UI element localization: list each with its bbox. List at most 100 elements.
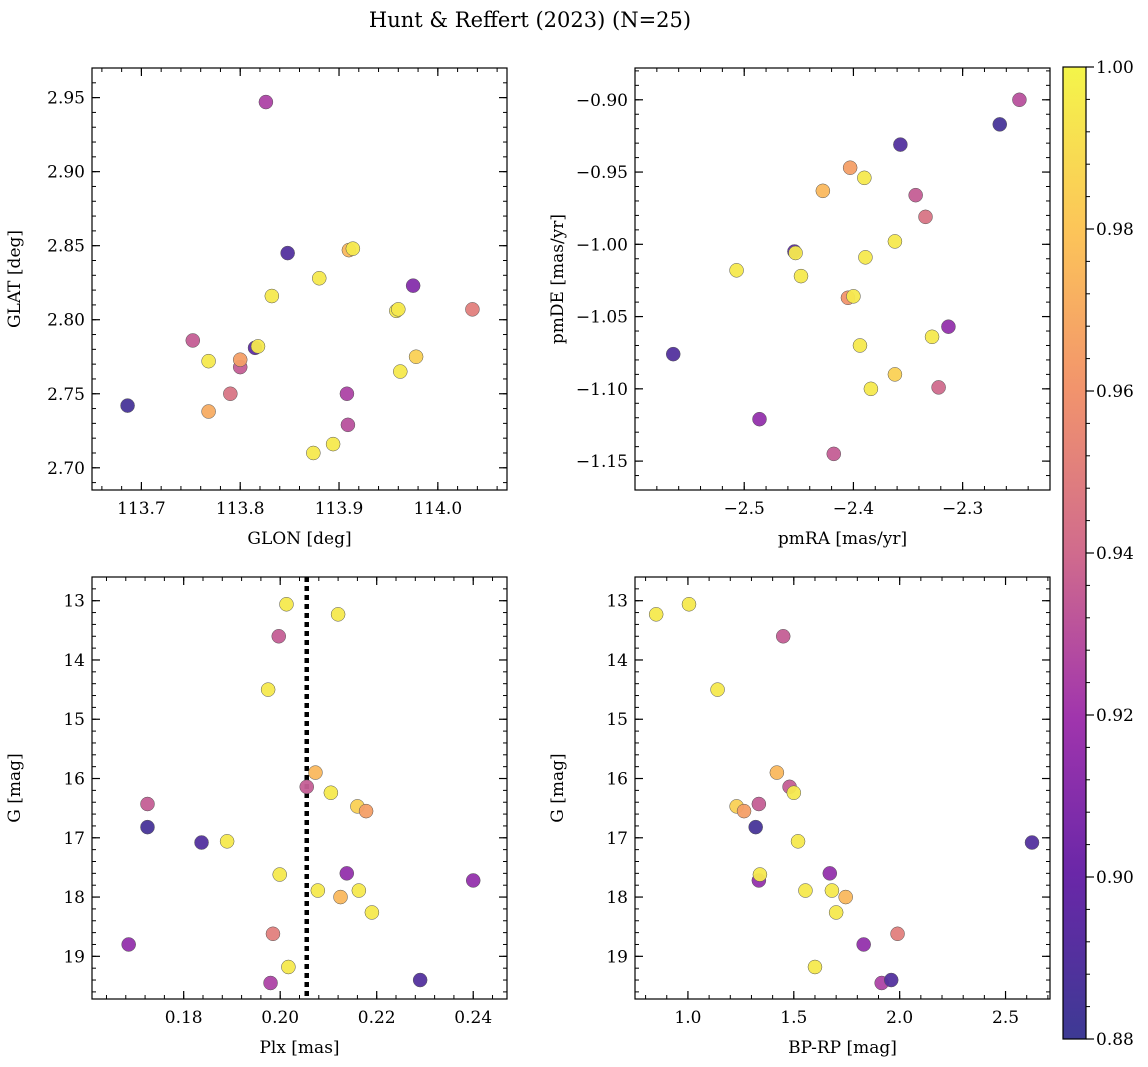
scatter-point xyxy=(120,398,135,413)
x-tick-label: −2.5 xyxy=(724,499,765,519)
scatter-point xyxy=(883,972,899,988)
scatter-point xyxy=(826,446,842,462)
colorbar-tick-label: 0.90 xyxy=(1096,868,1134,888)
y-tick-label: 2.80 xyxy=(47,311,85,331)
scatter-point xyxy=(312,271,327,286)
scatter-point xyxy=(786,785,802,800)
y-tick-label: −0.95 xyxy=(576,163,628,183)
scatter-point xyxy=(258,94,274,110)
scatter-point xyxy=(822,866,838,881)
plot-frame xyxy=(91,67,508,491)
scatter-point xyxy=(260,682,276,697)
scatter-point xyxy=(807,959,823,975)
scatter-point xyxy=(887,234,903,249)
y-axis-label: GLAT [deg] xyxy=(5,230,25,328)
colorbar-tick-label: 0.92 xyxy=(1096,706,1134,726)
y-tick-label: 15 xyxy=(63,710,85,730)
x-tick-label: 2.5 xyxy=(992,1008,1019,1028)
colorbar-tick-label: 0.96 xyxy=(1096,382,1134,402)
scatter-point xyxy=(272,867,287,882)
plot-area xyxy=(635,68,1050,490)
scatter-point xyxy=(465,302,480,317)
x-tick-label: 113.7 xyxy=(117,499,166,519)
y-axis-label: G [mag] xyxy=(5,753,25,822)
scatter-point xyxy=(323,785,339,800)
scatter-point xyxy=(364,905,380,920)
y-tick-label: 14 xyxy=(606,651,628,671)
scatter-point xyxy=(308,765,323,780)
y-tick-label: 2.70 xyxy=(47,459,85,479)
scatter-point xyxy=(201,353,216,369)
y-axis-label: G [mag] xyxy=(548,753,568,822)
y-axis-label: pmDE [mas/yr] xyxy=(548,214,568,344)
y-tick-label: 18 xyxy=(63,888,85,908)
scatter-point xyxy=(232,352,248,367)
scatter-point xyxy=(815,183,831,199)
colorbar-tick-label: 0.94 xyxy=(1096,544,1134,564)
scatter-point xyxy=(345,241,361,256)
scatter-point xyxy=(299,779,314,795)
scatter-point xyxy=(828,905,844,920)
scatter-panel-2: −2.5 −2.4 −2.3 −1.15 −1.10 −1.05 −1.00 −0.95 −0.… xyxy=(548,67,1051,549)
scatter-point xyxy=(788,245,803,261)
x-tick-label: −2.3 xyxy=(942,499,983,519)
scatter-point xyxy=(769,765,785,780)
scatter-point xyxy=(264,288,280,304)
plot-frame xyxy=(634,576,1051,1000)
y-tick-label: 19 xyxy=(606,947,628,967)
y-tick-label: 16 xyxy=(606,770,628,790)
scatter-point xyxy=(223,386,238,402)
x-tick-label: 2.0 xyxy=(886,1008,913,1028)
x-axis-label: BP-RP [mag] xyxy=(788,1038,897,1058)
scatter-point xyxy=(941,319,956,334)
scatter-point xyxy=(858,250,873,265)
scatter-point xyxy=(665,346,681,362)
scatter-point xyxy=(281,959,296,975)
scatter-point xyxy=(325,436,341,452)
x-tick-label: 1.0 xyxy=(674,1008,701,1028)
scatter-point xyxy=(140,796,155,812)
figure-title: Hunt & Reffert (2023) (N=25) xyxy=(369,8,691,32)
y-tick-label: 2.75 xyxy=(47,385,85,405)
y-tick-label: −0.90 xyxy=(576,91,628,111)
y-tick-label: 17 xyxy=(606,829,628,849)
y-tick-label: −1.05 xyxy=(576,308,628,328)
scatter-point xyxy=(856,937,871,952)
scatter-panel-4: 1.0 1.5 2.0 2.5 13 14 15 16 17 18 19 BP-RP [mag] G [… xyxy=(548,576,1051,1058)
scatter-point xyxy=(310,883,326,898)
colorbar-tick-label: 0.98 xyxy=(1096,220,1134,240)
scatter-point xyxy=(412,972,428,988)
scatter-point xyxy=(408,349,424,364)
colorbar-tick-label: 0.88 xyxy=(1096,1030,1134,1050)
scatter-point xyxy=(339,866,355,881)
scatter-point xyxy=(280,245,295,261)
y-tick-label: −1.10 xyxy=(576,380,628,400)
colorbar-gradient xyxy=(1062,66,1087,1040)
scatter-point xyxy=(890,926,905,942)
x-tick-label: 0.20 xyxy=(261,1008,299,1028)
scatter-point xyxy=(908,187,923,203)
plot-area xyxy=(92,68,507,490)
scatter-point xyxy=(1012,92,1027,108)
x-tick-label: 0.24 xyxy=(454,1008,492,1028)
scatter-point xyxy=(140,819,155,835)
scatter-point xyxy=(852,338,868,353)
scatter-point xyxy=(201,404,216,419)
scatter-point xyxy=(339,386,355,402)
scatter-point xyxy=(751,796,767,812)
scatter-point xyxy=(893,137,908,152)
scatter-point xyxy=(185,333,201,348)
y-tick-label: 14 xyxy=(63,651,85,671)
scatter-point xyxy=(358,803,374,819)
scatter-point xyxy=(729,263,744,278)
scatter-point xyxy=(271,629,286,644)
y-tick-label: −1.15 xyxy=(576,452,628,472)
y-tick-label: 19 xyxy=(63,947,85,967)
scatter-point xyxy=(710,682,725,697)
scatter-point xyxy=(265,926,281,942)
scatter-panel-3: 0.18 0.20 0.22 0.24 13 14 15 16 17 18 19 Plx [mas] G… xyxy=(5,576,508,1058)
scatter-point xyxy=(842,160,858,175)
scatter-point xyxy=(736,803,752,819)
scatter-point xyxy=(1024,835,1040,850)
